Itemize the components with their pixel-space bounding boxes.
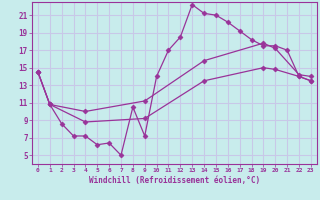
X-axis label: Windchill (Refroidissement éolien,°C): Windchill (Refroidissement éolien,°C) xyxy=(89,176,260,185)
